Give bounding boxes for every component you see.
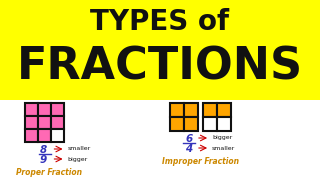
- Text: smaller: smaller: [68, 147, 91, 152]
- Bar: [217, 103, 231, 117]
- Bar: [51, 129, 64, 142]
- Bar: [170, 117, 184, 131]
- Text: 8: 8: [40, 145, 47, 155]
- Bar: [25, 116, 38, 129]
- Bar: [38, 116, 51, 129]
- Text: FRACTIONS: FRACTIONS: [17, 46, 303, 89]
- Text: TYPES of: TYPES of: [91, 8, 229, 36]
- Bar: [184, 103, 198, 117]
- Bar: [203, 103, 217, 117]
- Bar: [184, 117, 198, 131]
- Bar: [0, 100, 320, 180]
- Text: 4: 4: [185, 144, 193, 154]
- Bar: [203, 117, 217, 131]
- Bar: [38, 129, 51, 142]
- Bar: [170, 103, 184, 117]
- Bar: [217, 117, 231, 131]
- Text: Improper Fraction: Improper Fraction: [162, 157, 239, 166]
- Text: bigger: bigger: [212, 136, 232, 141]
- Text: smaller: smaller: [212, 145, 235, 150]
- Text: Proper Fraction: Proper Fraction: [17, 168, 83, 177]
- Text: 9: 9: [40, 155, 47, 165]
- Bar: [51, 116, 64, 129]
- Text: bigger: bigger: [68, 156, 88, 161]
- Text: 6: 6: [185, 134, 193, 144]
- Bar: [38, 103, 51, 116]
- Bar: [51, 103, 64, 116]
- Bar: [25, 103, 38, 116]
- Bar: [25, 129, 38, 142]
